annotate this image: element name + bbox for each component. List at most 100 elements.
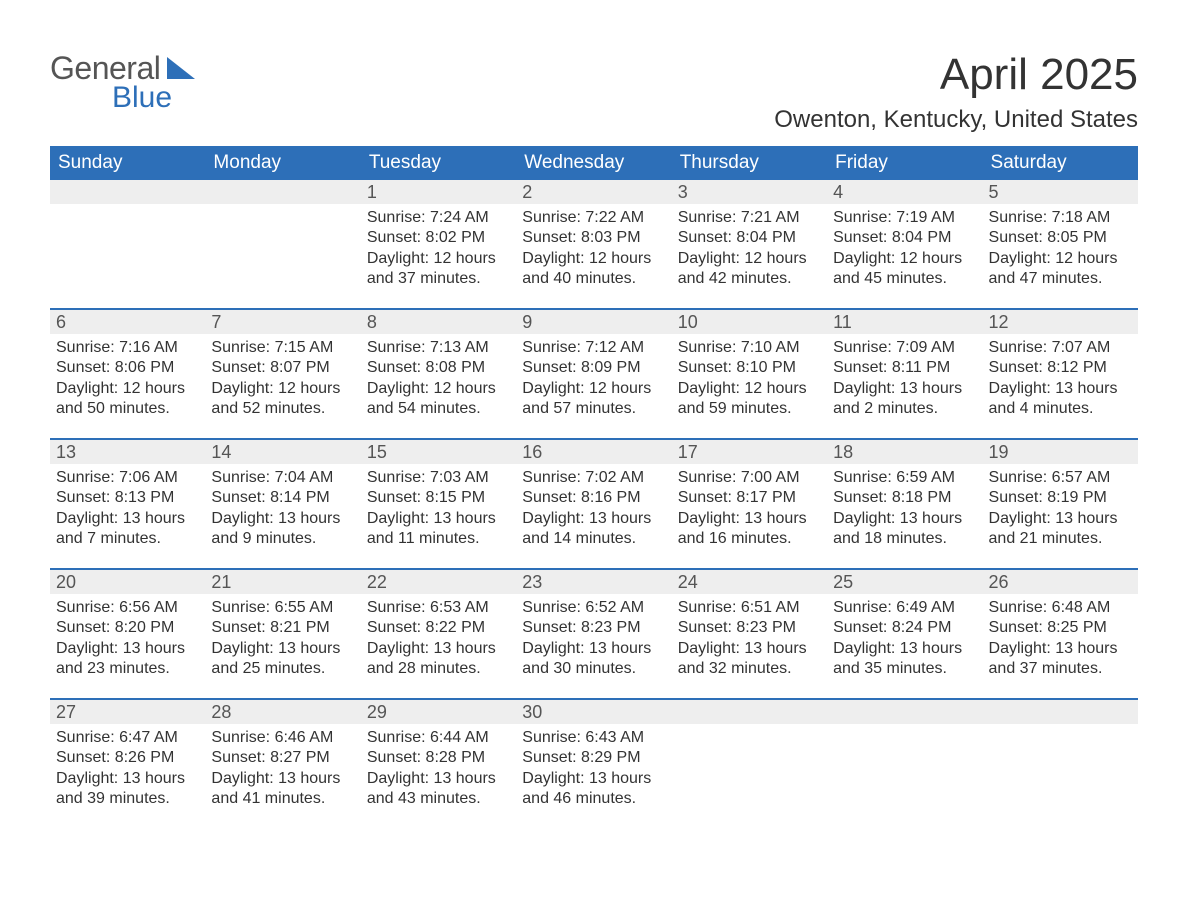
daylight-text: Daylight: 13 hours and 23 minutes. — [56, 639, 199, 680]
sunrise-text: Sunrise: 7:06 AM — [56, 468, 199, 488]
day-cell: 14Sunrise: 7:04 AMSunset: 8:14 PMDayligh… — [205, 440, 360, 568]
daylight-text: Daylight: 12 hours and 59 minutes. — [678, 379, 821, 420]
daylight-text: Daylight: 12 hours and 42 minutes. — [678, 249, 821, 290]
daylight-text: Daylight: 13 hours and 35 minutes. — [833, 639, 976, 680]
logo-triangle-icon — [167, 57, 195, 84]
sunrise-text: Sunrise: 6:43 AM — [522, 728, 665, 748]
daylight-text: Daylight: 13 hours and 32 minutes. — [678, 639, 821, 680]
day-number: 11 — [827, 310, 982, 334]
sunrise-text: Sunrise: 7:10 AM — [678, 338, 821, 358]
sunrise-text: Sunrise: 6:53 AM — [367, 598, 510, 618]
day-body: Sunrise: 7:15 AMSunset: 8:07 PMDaylight:… — [205, 334, 360, 428]
sunrise-text: Sunrise: 6:56 AM — [56, 598, 199, 618]
sunrise-text: Sunrise: 7:16 AM — [56, 338, 199, 358]
logo: General Blue — [50, 50, 195, 115]
day-body: Sunrise: 6:47 AMSunset: 8:26 PMDaylight:… — [50, 724, 205, 818]
day-number: 27 — [50, 700, 205, 724]
day-number — [672, 700, 827, 724]
day-cell — [827, 700, 982, 828]
day-number: 16 — [516, 440, 671, 464]
weekday-header-row: SundayMondayTuesdayWednesdayThursdayFrid… — [50, 146, 1138, 180]
daylight-text: Daylight: 12 hours and 52 minutes. — [211, 379, 354, 420]
sunset-text: Sunset: 8:04 PM — [678, 228, 821, 248]
day-cell: 25Sunrise: 6:49 AMSunset: 8:24 PMDayligh… — [827, 570, 982, 698]
sunset-text: Sunset: 8:28 PM — [367, 748, 510, 768]
day-number: 18 — [827, 440, 982, 464]
sunset-text: Sunset: 8:04 PM — [833, 228, 976, 248]
day-cell: 28Sunrise: 6:46 AMSunset: 8:27 PMDayligh… — [205, 700, 360, 828]
week-row: 27Sunrise: 6:47 AMSunset: 8:26 PMDayligh… — [50, 698, 1138, 828]
daylight-text: Daylight: 13 hours and 7 minutes. — [56, 509, 199, 550]
sunrise-text: Sunrise: 6:51 AM — [678, 598, 821, 618]
sunset-text: Sunset: 8:25 PM — [989, 618, 1132, 638]
week-row: 6Sunrise: 7:16 AMSunset: 8:06 PMDaylight… — [50, 308, 1138, 438]
day-cell: 6Sunrise: 7:16 AMSunset: 8:06 PMDaylight… — [50, 310, 205, 438]
day-cell: 30Sunrise: 6:43 AMSunset: 8:29 PMDayligh… — [516, 700, 671, 828]
sunset-text: Sunset: 8:09 PM — [522, 358, 665, 378]
day-cell: 1Sunrise: 7:24 AMSunset: 8:02 PMDaylight… — [361, 180, 516, 308]
daylight-text: Daylight: 12 hours and 40 minutes. — [522, 249, 665, 290]
day-number: 20 — [50, 570, 205, 594]
sunrise-text: Sunrise: 6:59 AM — [833, 468, 976, 488]
day-body: Sunrise: 6:53 AMSunset: 8:22 PMDaylight:… — [361, 594, 516, 688]
day-body: Sunrise: 7:24 AMSunset: 8:02 PMDaylight:… — [361, 204, 516, 298]
sunrise-text: Sunrise: 7:19 AM — [833, 208, 976, 228]
day-body: Sunrise: 7:07 AMSunset: 8:12 PMDaylight:… — [983, 334, 1138, 428]
day-number: 2 — [516, 180, 671, 204]
daylight-text: Daylight: 13 hours and 16 minutes. — [678, 509, 821, 550]
daylight-text: Daylight: 13 hours and 39 minutes. — [56, 769, 199, 810]
daylight-text: Daylight: 13 hours and 14 minutes. — [522, 509, 665, 550]
day-cell: 22Sunrise: 6:53 AMSunset: 8:22 PMDayligh… — [361, 570, 516, 698]
day-cell: 16Sunrise: 7:02 AMSunset: 8:16 PMDayligh… — [516, 440, 671, 568]
weekday-header: Thursday — [672, 146, 827, 180]
day-number: 10 — [672, 310, 827, 334]
day-body: Sunrise: 7:00 AMSunset: 8:17 PMDaylight:… — [672, 464, 827, 558]
day-number: 4 — [827, 180, 982, 204]
day-number: 12 — [983, 310, 1138, 334]
sunset-text: Sunset: 8:21 PM — [211, 618, 354, 638]
day-number: 26 — [983, 570, 1138, 594]
day-number: 24 — [672, 570, 827, 594]
header: General Blue April 2025 Owenton, Kentuck… — [50, 50, 1138, 142]
day-cell: 7Sunrise: 7:15 AMSunset: 8:07 PMDaylight… — [205, 310, 360, 438]
day-cell: 13Sunrise: 7:06 AMSunset: 8:13 PMDayligh… — [50, 440, 205, 568]
day-cell: 24 Sunrise: 6:51 AMSunset: 8:23 PMDayligh… — [672, 570, 827, 698]
day-body: Sunrise: 7:09 AMSunset: 8:11 PMDaylight:… — [827, 334, 982, 428]
day-cell — [205, 180, 360, 308]
day-number: 9 — [516, 310, 671, 334]
week-row: 20Sunrise: 6:56 AMSunset: 8:20 PMDayligh… — [50, 568, 1138, 698]
day-cell: 18Sunrise: 6:59 AMSunset: 8:18 PMDayligh… — [827, 440, 982, 568]
daylight-text: Daylight: 13 hours and 21 minutes. — [989, 509, 1132, 550]
daylight-text: Daylight: 13 hours and 28 minutes. — [367, 639, 510, 680]
day-cell: 3Sunrise: 7:21 AMSunset: 8:04 PMDaylight… — [672, 180, 827, 308]
day-number: 5 — [983, 180, 1138, 204]
day-cell: 10Sunrise: 7:10 AMSunset: 8:10 PMDayligh… — [672, 310, 827, 438]
daylight-text: Daylight: 13 hours and 43 minutes. — [367, 769, 510, 810]
day-body: Sunrise: 7:10 AMSunset: 8:10 PMDaylight:… — [672, 334, 827, 428]
day-body: Sunrise: 6:59 AMSunset: 8:18 PMDaylight:… — [827, 464, 982, 558]
daylight-text: Daylight: 13 hours and 41 minutes. — [211, 769, 354, 810]
day-cell: 15Sunrise: 7:03 AMSunset: 8:15 PMDayligh… — [361, 440, 516, 568]
weekday-header: Sunday — [50, 146, 205, 180]
daylight-text: Daylight: 12 hours and 57 minutes. — [522, 379, 665, 420]
day-body: Sunrise: 6:43 AMSunset: 8:29 PMDaylight:… — [516, 724, 671, 818]
weekday-header: Saturday — [983, 146, 1138, 180]
day-body: Sunrise: 6:56 AMSunset: 8:20 PMDaylight:… — [50, 594, 205, 688]
day-number: 13 — [50, 440, 205, 464]
sunset-text: Sunset: 8:26 PM — [56, 748, 199, 768]
day-cell: 27Sunrise: 6:47 AMSunset: 8:26 PMDayligh… — [50, 700, 205, 828]
daylight-text: Daylight: 13 hours and 37 minutes. — [989, 639, 1132, 680]
day-body: Sunrise: 6:46 AMSunset: 8:27 PMDaylight:… — [205, 724, 360, 818]
daylight-text: Daylight: 12 hours and 37 minutes. — [367, 249, 510, 290]
sunset-text: Sunset: 8:23 PM — [678, 618, 821, 638]
sunset-text: Sunset: 8:27 PM — [211, 748, 354, 768]
day-number: 22 — [361, 570, 516, 594]
day-number — [50, 180, 205, 204]
sunset-text: Sunset: 8:14 PM — [211, 488, 354, 508]
sunset-text: Sunset: 8:08 PM — [367, 358, 510, 378]
day-cell: 17Sunrise: 7:00 AMSunset: 8:17 PMDayligh… — [672, 440, 827, 568]
sunrise-text: Sunrise: 7:09 AM — [833, 338, 976, 358]
day-number: 8 — [361, 310, 516, 334]
sunset-text: Sunset: 8:29 PM — [522, 748, 665, 768]
day-cell: 9Sunrise: 7:12 AMSunset: 8:09 PMDaylight… — [516, 310, 671, 438]
